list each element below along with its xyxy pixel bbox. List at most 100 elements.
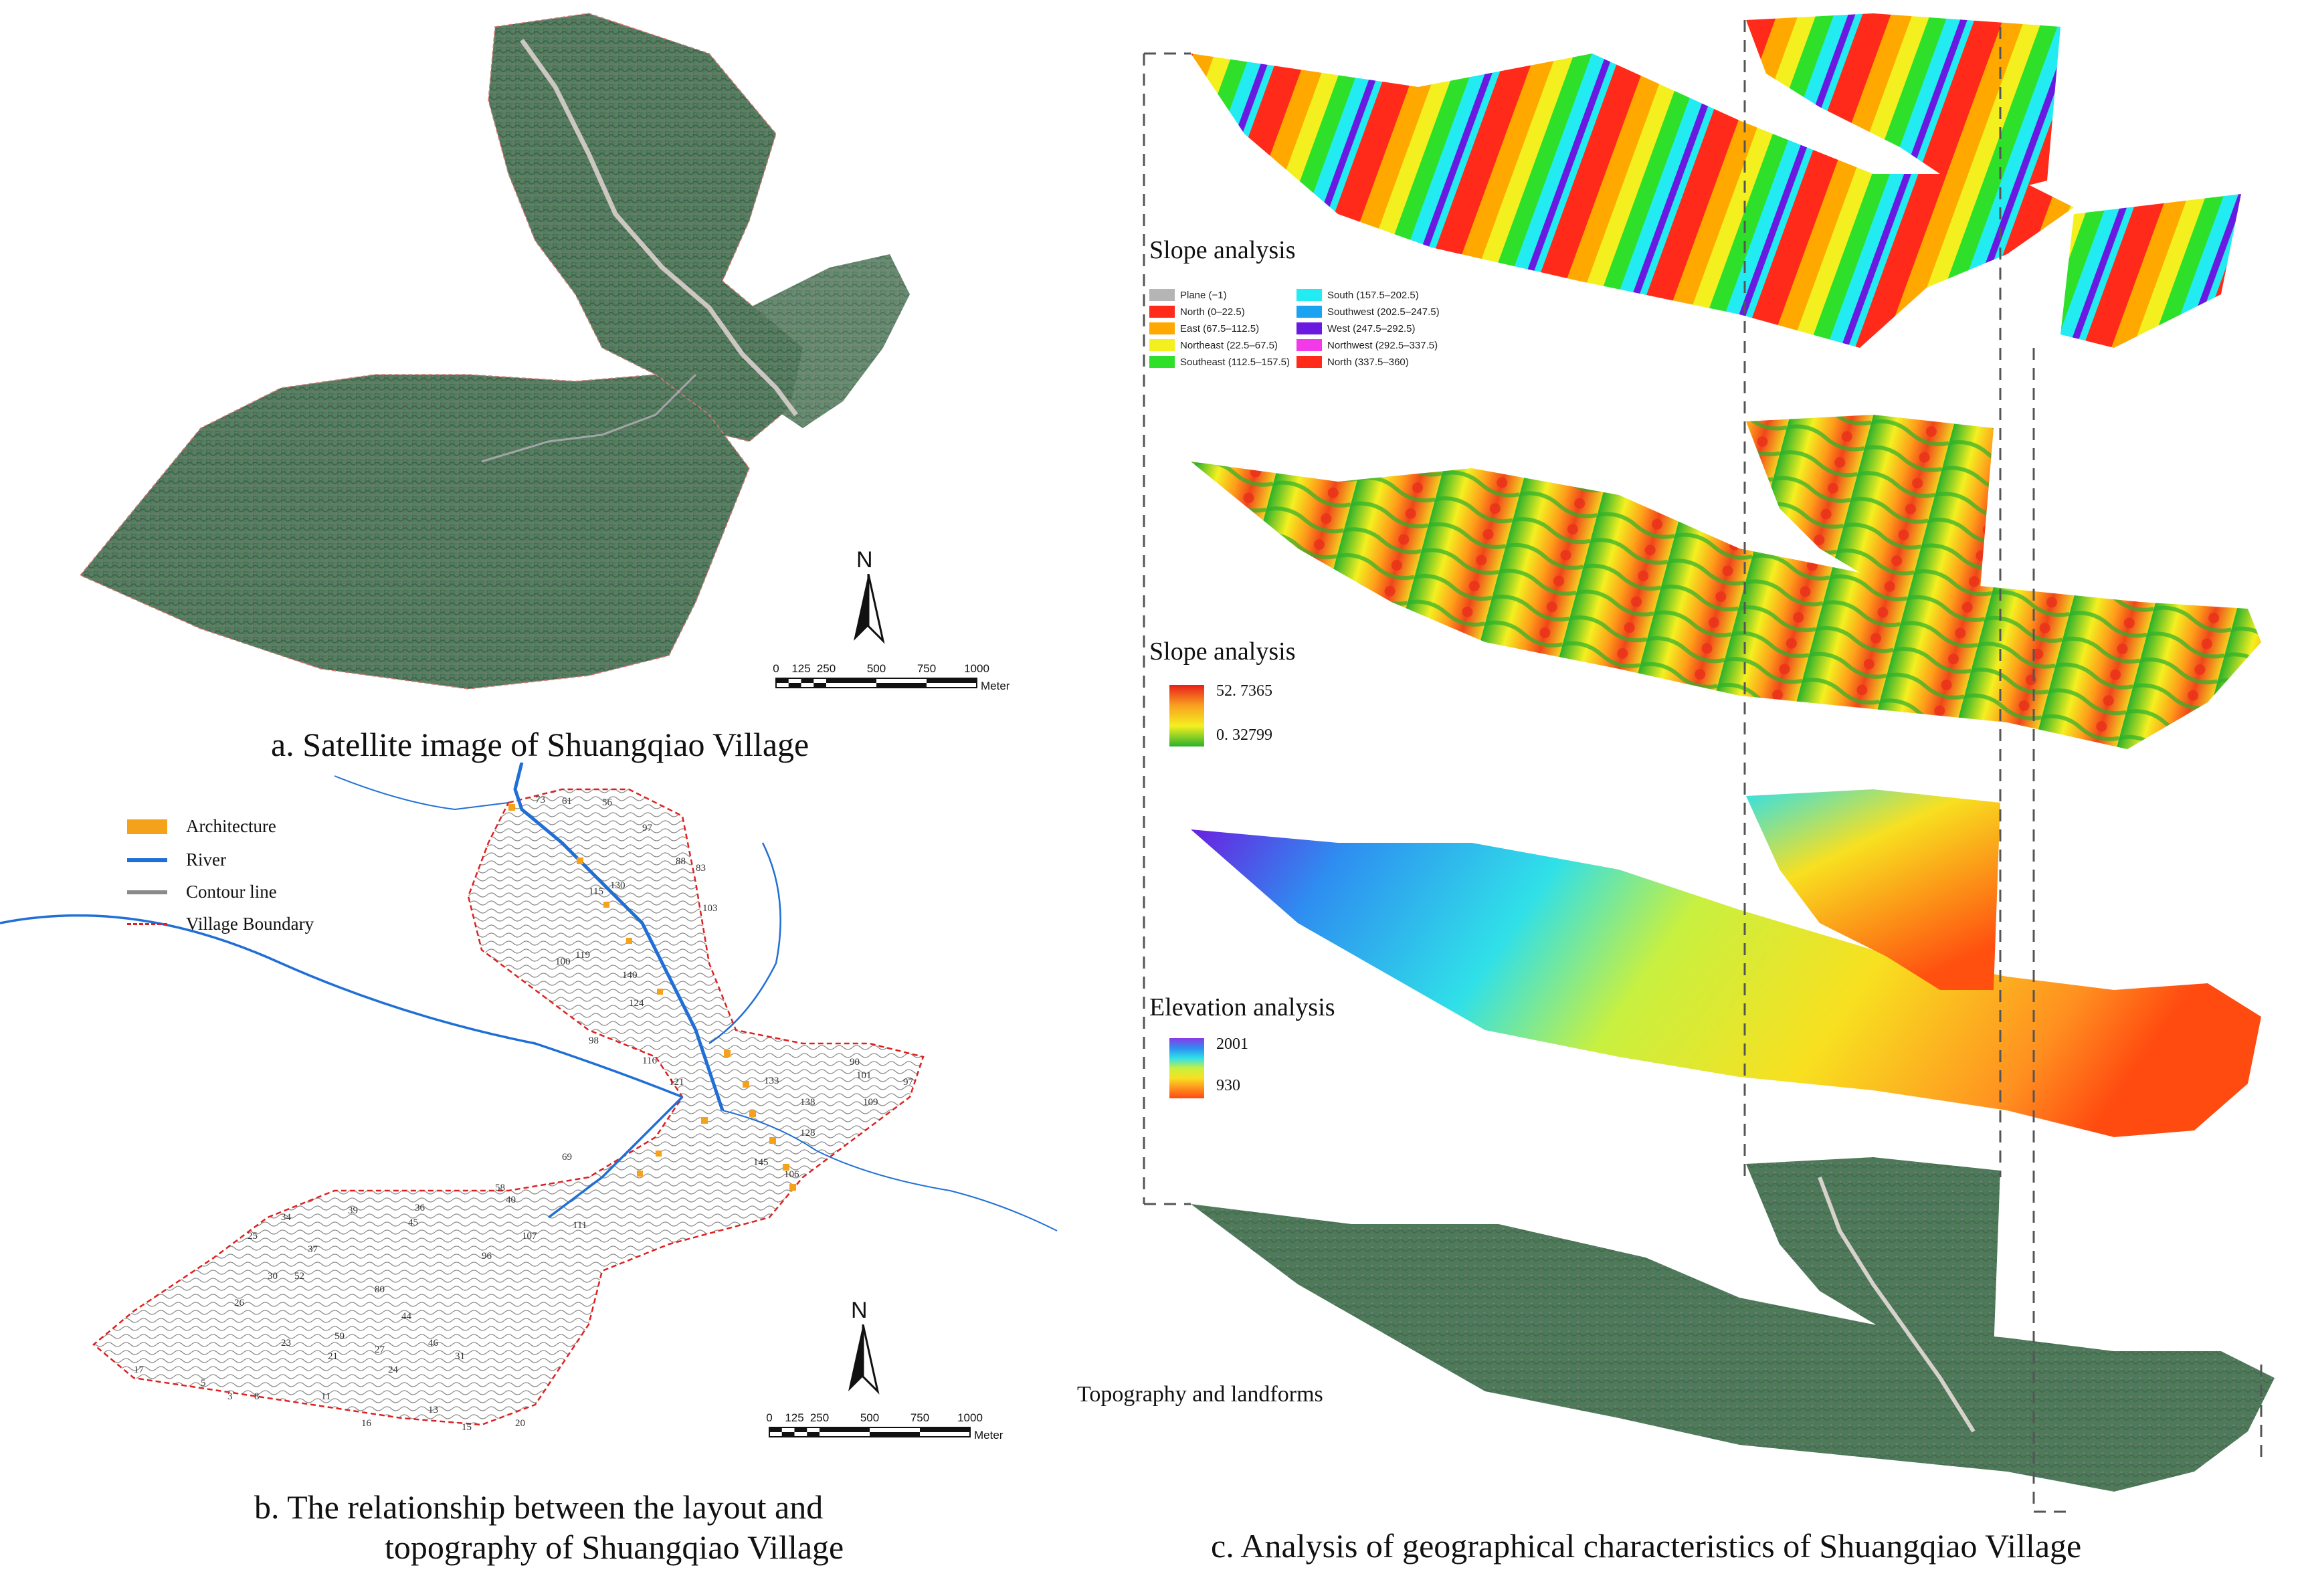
caption-b-line1: b. The relationship between the layout a… (254, 1488, 824, 1526)
contour-label: 40 (506, 1195, 516, 1205)
scale-unit: Meter (974, 1429, 1003, 1441)
north-letter: N (856, 547, 873, 573)
legend-label: River (186, 850, 226, 870)
contour-label: 100 (555, 957, 571, 967)
contour-label: 15 (462, 1422, 472, 1433)
aspect-swatch (1149, 289, 1175, 301)
legend-item-architecture: Architecture (127, 816, 276, 837)
contour-label-group: 73 61 56 97 103 88 83 115 130 119 100 12… (0, 763, 1084, 1433)
caption-a: a. Satellite image of Shuangqiao Village (271, 726, 809, 763)
aspect-legend-item: Southeast (112.5–157.5) (1149, 356, 1290, 368)
contour-label: 145 (753, 1157, 769, 1168)
contour-label: 124 (629, 998, 644, 1009)
contour-label: 11 (321, 1391, 331, 1402)
contour-label: 5 (201, 1378, 206, 1389)
contour-label: 103 (702, 903, 718, 914)
contour-label: 44 (401, 1311, 411, 1322)
caption-c: c. Analysis of geographical characterist… (1211, 1527, 2082, 1565)
legend-label: Architecture (186, 816, 276, 836)
aspect-swatch (1297, 322, 1322, 334)
contour-label: 26 (234, 1298, 244, 1308)
aspect-label: North (337.5–360) (1327, 356, 1409, 368)
contour-label: 140 (622, 970, 638, 981)
slope-title: Slope analysis (1149, 637, 1296, 666)
contour-label: 56 (602, 797, 612, 808)
north-arrow-icon (848, 1324, 880, 1395)
elevation-min-label: 930 (1216, 1077, 1240, 1094)
contour-label: 121 (669, 1077, 684, 1088)
contour-label: 25 (248, 1231, 258, 1241)
contour-label: 59 (334, 1331, 345, 1342)
aspect-label: South (157.5–202.5) (1327, 289, 1419, 301)
aspect-label: Plane (−1) (1180, 289, 1227, 301)
contour-label: 36 (415, 1203, 425, 1213)
panel-c: Slope analysis Plane (−1) North (0–22.5)… (1070, 0, 2304, 1596)
slope-color-ramp (1169, 685, 1204, 746)
contour-label: 3 (227, 1391, 233, 1402)
contour-label: 39 (348, 1205, 358, 1216)
aspect-legend-item: Northeast (22.5–67.5) (1149, 339, 1278, 351)
north-arrow-icon (854, 574, 885, 644)
scale-label: 750 (910, 1411, 930, 1424)
contour-label: 97 (903, 1077, 913, 1088)
aspect-label: Southwest (202.5–247.5) (1327, 306, 1440, 318)
contour-label: 98 (589, 1035, 599, 1046)
contour-label: 80 (375, 1284, 385, 1295)
aspect-legend-item: North (337.5–360) (1297, 356, 1409, 368)
legend-item-river: River (127, 850, 226, 870)
legend-item-contour: Contour line (127, 882, 277, 902)
aspect-legend-item: Northwest (292.5–337.5) (1297, 339, 1438, 351)
aspect-legend-item: East (67.5–112.5) (1149, 322, 1259, 334)
scale-bar: 0 125 250 500 750 1000 Meter (769, 662, 1010, 700)
scale-label: 0 (766, 1411, 773, 1424)
contour-label: 23 (281, 1338, 291, 1349)
scale-label: 0 (773, 662, 779, 675)
legend-b: Architecture River Contour line Village … (127, 816, 368, 950)
contour-label: 58 (495, 1183, 505, 1193)
scale-label: 500 (866, 662, 886, 675)
scale-unit: Meter (981, 680, 1010, 692)
contour-label: 115 (589, 886, 603, 897)
aspect-legend-item: Southwest (202.5–247.5) (1297, 306, 1440, 318)
contour-label: 37 (308, 1244, 318, 1255)
contour-label: 96 (482, 1251, 492, 1262)
scale-label: 250 (809, 1411, 830, 1424)
contour-label: 83 (696, 863, 706, 874)
contour-label: 52 (294, 1271, 304, 1282)
aspect-label: East (67.5–112.5) (1180, 322, 1260, 334)
contour-label: 130 (610, 880, 626, 891)
slope-min-label: 0. 32799 (1216, 726, 1272, 744)
aspect-legend-item: North (0–22.5) (1149, 306, 1245, 318)
slope-max-label: 52. 7365 (1216, 682, 1272, 700)
boundary-swatch (127, 923, 167, 925)
aspect-legend: Plane (−1) North (0–22.5) East (67.5–112… (1149, 289, 1440, 396)
aspect-label: Southeast (112.5–157.5) (1180, 356, 1290, 368)
contour-label: 31 (455, 1351, 465, 1362)
contour-label: 90 (850, 1057, 860, 1068)
aspect-legend-item: Plane (−1) (1149, 289, 1227, 301)
aspect-label: North (0–22.5) (1180, 306, 1245, 318)
elevation-title: Elevation analysis (1149, 993, 1335, 1021)
topography-title: Topography and landforms (1077, 1382, 1323, 1407)
legend-item-boundary: Village Boundary (127, 914, 314, 934)
satellite-image (79, 13, 910, 690)
north-letter: N (851, 1298, 868, 1323)
aspect-label: Northeast (22.5–67.5) (1180, 339, 1278, 351)
contour-label: 16 (361, 1418, 371, 1429)
contour-label: 97 (642, 823, 652, 833)
contour-label: 17 (134, 1365, 144, 1375)
aspect-swatch (1149, 339, 1175, 351)
legend-label: Village Boundary (186, 914, 314, 934)
aspect-swatch (1149, 322, 1175, 334)
scale-label: 125 (791, 662, 811, 675)
contour-map (0, 763, 1058, 1426)
panel-a: N 0 125 250 500 750 1000 Meter a. Satell… (0, 0, 1044, 763)
legend-label: Contour line (186, 882, 277, 902)
contour-label: 34 (281, 1212, 291, 1223)
contour-label: 24 (388, 1365, 398, 1375)
contour-label: 45 (408, 1217, 418, 1228)
contour-label: 101 (856, 1070, 872, 1081)
scale-bar: 0 125 250 500 750 1000 Meter (763, 1411, 1003, 1449)
aspect-legend-item: West (247.5–292.5) (1297, 322, 1415, 334)
elevation-color-ramp (1169, 1038, 1204, 1098)
